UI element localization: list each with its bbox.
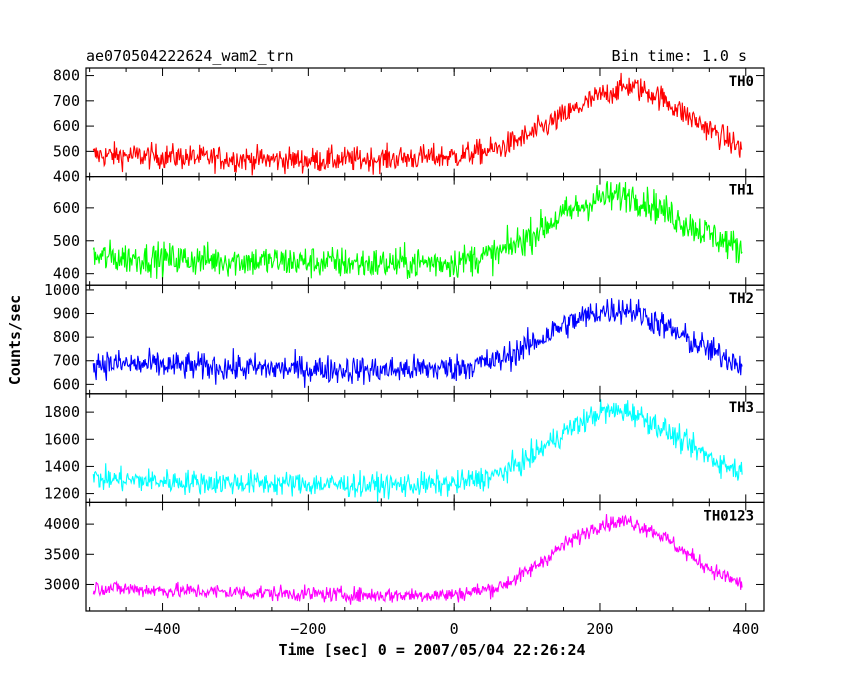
panel-th3: 1200 1400 1600 1800 TH3	[44, 393, 765, 503]
y-tick-label: 3500	[44, 545, 80, 563]
series-th0123	[92, 514, 743, 605]
y-tick-label: 400	[53, 265, 80, 283]
x-tick-label: 400	[732, 620, 759, 638]
series-th3	[92, 399, 743, 503]
panel-label: TH1	[729, 183, 754, 199]
panel-label: TH2	[729, 291, 754, 307]
series-th2	[92, 298, 743, 388]
y-tick-label: 700	[53, 352, 80, 370]
y-tick-label: 4000	[44, 515, 80, 533]
y-tick-label: 800	[53, 328, 80, 346]
panels-group: 400 500 600 700 800 TH0 400 500 600 TH1 600 700 800 9…	[44, 67, 765, 612]
y-tick-label: 600	[53, 199, 80, 217]
series-th0	[92, 72, 743, 176]
series-th1	[92, 180, 743, 280]
y-tick-label: 1200	[44, 485, 80, 503]
panel-th1: 400 500 600 TH1	[53, 176, 765, 286]
y-axis-label: Counts/sec	[6, 295, 24, 385]
panel-label: TH0	[729, 74, 754, 90]
x-tick-labels: −400 −200 0 200 400	[144, 620, 759, 638]
panel-label: TH0123	[703, 508, 754, 524]
x-tick-label: 0	[450, 620, 459, 638]
panel-th0123: 3000 3500 4000 TH0123	[44, 501, 765, 612]
y-tick-label: 1800	[44, 403, 80, 421]
y-tick-label: 3000	[44, 575, 80, 593]
y-tick-label: 1000	[44, 281, 80, 299]
x-tick-label: −400	[144, 620, 180, 638]
y-tick-label: 500	[53, 142, 80, 160]
y-tick-label: 1600	[44, 430, 80, 448]
y-tick-label: 1400	[44, 457, 80, 475]
x-tick-label: 200	[586, 620, 613, 638]
chart-title: ae070504222624_wam2_trn	[86, 47, 294, 65]
y-tick-label: 700	[53, 92, 80, 110]
y-tick-label: 600	[53, 375, 80, 393]
bin-time-label: Bin time: 1.0 s	[612, 47, 747, 65]
y-tick-label: 400	[53, 168, 80, 186]
panel-label: TH3	[729, 400, 754, 416]
x-axis-label: Time [sec] 0 = 2007/05/04 22:26:24	[278, 641, 585, 659]
x-tick-label: −200	[290, 620, 326, 638]
y-tick-label: 900	[53, 305, 80, 323]
y-tick-label: 500	[53, 232, 80, 250]
y-tick-label: 800	[53, 67, 80, 85]
panel-frame	[85, 501, 765, 612]
y-tick-label: 600	[53, 117, 80, 135]
